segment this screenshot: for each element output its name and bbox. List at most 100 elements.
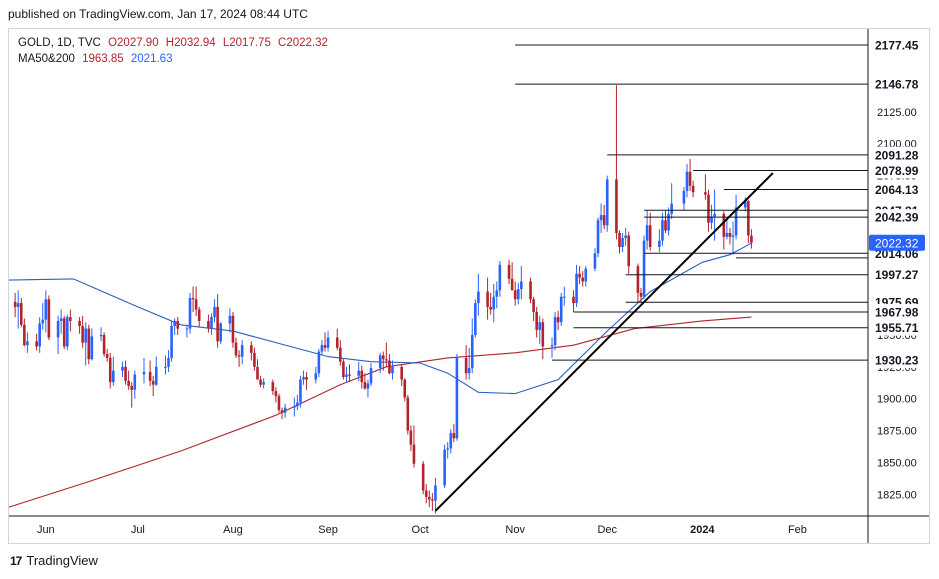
candle-body — [250, 345, 253, 353]
candle-body — [642, 240, 646, 297]
candle-body — [682, 190, 686, 204]
candle-body — [357, 370, 361, 376]
x-tick-label: Jun — [37, 524, 55, 536]
price-level-label: 2078.99 — [875, 164, 919, 178]
candle-body — [449, 433, 453, 449]
y-tick-label: 1850.00 — [877, 457, 917, 469]
price-level-label: 1997.27 — [875, 268, 919, 282]
legend-low: L2017.75 — [222, 37, 271, 49]
candle-body — [121, 366, 124, 371]
candle-body — [259, 379, 262, 385]
candle-body — [575, 273, 578, 304]
candle-body — [339, 347, 342, 362]
candle-body — [452, 433, 456, 439]
candle-body — [207, 320, 210, 329]
x-tick-label: Dec — [597, 524, 617, 536]
candle-body — [360, 370, 364, 383]
candle-body — [599, 215, 603, 221]
trendline — [434, 172, 774, 512]
candle-body — [535, 312, 538, 330]
candle-body — [19, 303, 23, 325]
candle-body — [81, 326, 84, 343]
candle-body — [443, 449, 446, 486]
candle-body — [342, 361, 345, 378]
candle-body — [670, 203, 673, 214]
candle-body — [498, 264, 502, 291]
candle-body — [216, 306, 219, 342]
candle-body — [550, 345, 554, 347]
candle-body — [615, 179, 618, 233]
candle-body — [750, 235, 753, 243]
candle-body — [133, 374, 137, 390]
candle-body — [572, 296, 575, 304]
candle-body — [65, 317, 69, 347]
candle-body — [210, 317, 213, 329]
x-tick-label: Sep — [318, 524, 338, 536]
price-level-tag — [869, 162, 929, 179]
candle-body — [667, 213, 670, 231]
candle-body — [59, 318, 63, 321]
candle-body — [170, 326, 173, 358]
candle-body — [256, 366, 259, 380]
candle-body — [424, 490, 428, 497]
legend-close: C2022.32 — [278, 37, 328, 49]
candle-body — [348, 374, 351, 376]
candle-body — [274, 391, 278, 397]
candle-body — [237, 355, 241, 357]
candle-body — [710, 216, 713, 223]
current-price-label: 2022.32 — [875, 236, 919, 250]
candle-body — [378, 355, 382, 369]
x-tick-label: Jul — [131, 524, 145, 536]
candle-body — [470, 334, 474, 369]
candle-body — [234, 342, 238, 356]
candle-body — [532, 299, 535, 313]
legend-symbol[interactable]: GOLD, 1D, TVC — [18, 37, 101, 49]
candle-body — [559, 296, 563, 323]
candle-body — [231, 315, 235, 343]
y-tick-label: 1900.00 — [877, 394, 917, 406]
candle-body — [596, 220, 600, 254]
candle-body — [296, 402, 299, 407]
candle-body — [648, 225, 652, 248]
candle-body — [529, 281, 532, 300]
x-tick-label: Feb — [788, 524, 807, 536]
legend-ma-label[interactable]: MA50&200 — [18, 53, 75, 65]
candle-body — [713, 213, 716, 217]
candle-body — [188, 297, 192, 329]
candle-body — [507, 264, 511, 279]
candle-body — [486, 291, 489, 307]
candle-body — [725, 232, 729, 237]
legend-ma-row: MA50&200 1963.85 2021.63 — [18, 51, 332, 67]
candle-body — [78, 320, 81, 327]
y-tick-label: 2125.00 — [877, 107, 917, 119]
candle-body — [38, 323, 41, 347]
candle-body — [553, 317, 557, 346]
candle-body — [520, 281, 523, 290]
candle-body — [556, 317, 560, 323]
candle-body — [421, 463, 425, 491]
candle-body — [728, 232, 732, 237]
candle-body — [434, 485, 437, 501]
candle-body — [262, 382, 265, 385]
x-tick-label: Aug — [223, 524, 243, 536]
candle-body — [185, 328, 189, 330]
candle-body — [538, 322, 542, 330]
price-level-tag — [869, 146, 929, 163]
chart-legend: GOLD, 1D, TVC O2027.90 H2032.94 L2017.75… — [18, 35, 332, 67]
candle-body — [90, 336, 94, 360]
ma200-line — [8, 316, 752, 508]
candle-body — [636, 266, 640, 293]
candle-body — [409, 430, 413, 445]
candle-body — [661, 220, 664, 241]
candle-body — [474, 303, 477, 335]
candle-body — [581, 277, 584, 282]
candle-body — [722, 213, 726, 237]
candle-body — [400, 366, 403, 380]
candle-body — [16, 303, 20, 307]
candle-body — [191, 297, 195, 300]
current-price-tag — [869, 234, 925, 251]
candle-body — [685, 171, 689, 191]
candle-body — [605, 179, 609, 226]
price-level-tag — [869, 266, 929, 283]
